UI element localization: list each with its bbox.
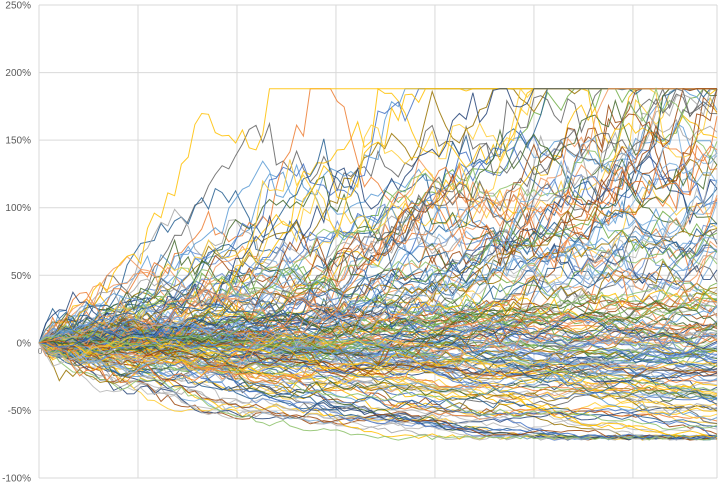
series-line <box>38 238 718 344</box>
y-tick-label: 100% <box>5 203 31 214</box>
y-tick-label: 50% <box>11 271 31 282</box>
series-line <box>38 211 718 359</box>
series-line <box>38 318 718 403</box>
series-line <box>38 149 718 382</box>
series-line <box>38 342 718 441</box>
x-axis-labels: 0 <box>38 347 43 356</box>
series-line <box>38 337 718 428</box>
series-line <box>38 88 718 344</box>
series-line <box>38 342 718 441</box>
series-line <box>38 339 718 377</box>
series-line <box>38 331 718 391</box>
y-axis-labels: 250% 200% 150% 100% 50% 0% -50% -100% <box>2 1 31 485</box>
series-line <box>38 260 718 384</box>
y-tick-label: -100% <box>2 474 31 485</box>
series-line <box>38 319 718 350</box>
y-tick-label: 150% <box>5 136 31 147</box>
series-line <box>38 334 718 440</box>
series-line <box>38 298 718 405</box>
series-line <box>38 326 718 394</box>
series-line <box>38 339 718 369</box>
series-line <box>38 306 718 360</box>
series-line <box>38 112 718 344</box>
series-line <box>38 121 718 344</box>
series-line <box>38 128 718 344</box>
series-line <box>38 155 718 357</box>
series-line <box>38 152 718 355</box>
series-group <box>38 87 718 441</box>
series-line <box>38 302 718 364</box>
series-line <box>38 330 718 356</box>
series-line <box>38 287 718 344</box>
series-line <box>38 330 718 371</box>
series-line <box>38 325 718 389</box>
y-tick-label: 200% <box>5 68 31 79</box>
series-line <box>38 104 718 346</box>
y-tick-label: 0% <box>17 338 32 349</box>
series-line <box>38 342 718 440</box>
series-line <box>38 342 718 421</box>
y-tick-label: -50% <box>8 406 31 417</box>
series-line <box>38 278 718 355</box>
series-line <box>38 144 718 384</box>
series-line <box>38 87 717 386</box>
series-line <box>38 228 718 351</box>
series-line <box>38 342 718 416</box>
series-line <box>38 88 717 355</box>
y-tick-label: 250% <box>5 1 31 12</box>
series-line <box>38 296 718 353</box>
series-line <box>38 342 718 425</box>
series-line <box>38 88 718 351</box>
x-tick-label: 0 <box>38 347 43 356</box>
series-line <box>38 306 718 364</box>
